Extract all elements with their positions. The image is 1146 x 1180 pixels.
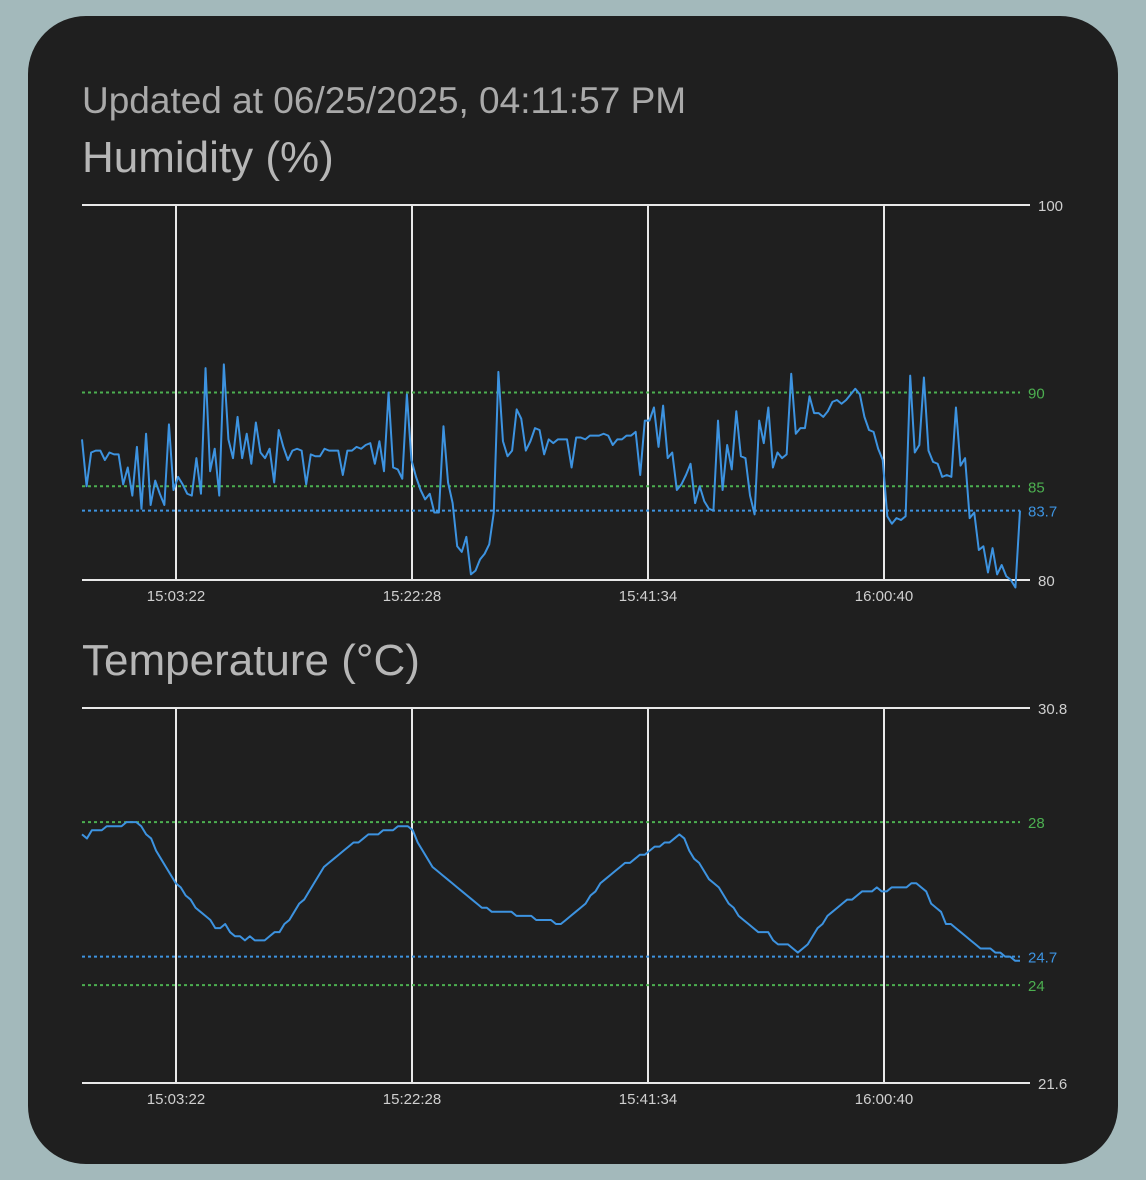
humidity-x-tick-label: 16:00:40	[855, 588, 913, 605]
temperature-reference-label-current: 24.7	[1028, 950, 1057, 967]
humidity-reference-label-threshold: 85	[1028, 479, 1045, 496]
temperature-x-tick-label: 15:22:28	[383, 1091, 441, 1108]
temperature-x-tick-label: 16:00:40	[855, 1091, 913, 1108]
temperature-x-tick-label: 15:41:34	[619, 1091, 677, 1108]
temperature-chart-title: Temperature (°C)	[82, 636, 420, 685]
humidity-x-tick-label: 15:41:34	[619, 588, 677, 605]
humidity-reference-label-threshold: 90	[1028, 386, 1045, 403]
humidity-x-tick-label: 15:03:22	[147, 588, 205, 605]
humidity-series-line	[81, 363, 1021, 589]
humidity-x-tick-label: 15:22:28	[383, 588, 441, 605]
updated-timestamp: Updated at 06/25/2025, 04:11:57 PM	[82, 80, 687, 121]
weather-widget-card	[28, 16, 1118, 1164]
humidity-y-tick-label: 100	[1038, 198, 1063, 215]
temperature-y-tick-label: 30.8	[1038, 701, 1067, 718]
temperature-reference-label-threshold: 28	[1028, 815, 1045, 832]
temperature-reference-label-threshold: 24	[1028, 978, 1045, 995]
temperature-x-tick-label: 15:03:22	[147, 1091, 205, 1108]
humidity-reference-label-current: 83.7	[1028, 504, 1057, 521]
humidity-chart-title: Humidity (%)	[82, 133, 334, 182]
temperature-y-tick-label: 21.6	[1038, 1076, 1067, 1093]
temperature-series-line	[81, 821, 1020, 962]
humidity-chart: 15:03:22 15:22:28 15:41:34 16:00:40 100 80 90 8…	[81, 198, 1063, 605]
humidity-y-tick-label: 80	[1038, 573, 1055, 590]
